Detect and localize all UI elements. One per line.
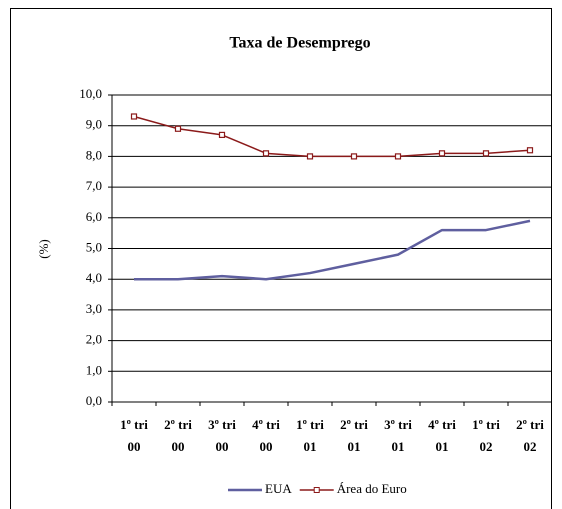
point-marker [306, 153, 314, 160]
y-tick-label: 10,0 [79, 86, 102, 101]
y-tick-label: 1,0 [86, 362, 102, 377]
y-tick-label: 0,0 [86, 393, 102, 408]
x-tick-label: 4º tri 00 [252, 417, 280, 454]
point-marker [394, 153, 402, 160]
x-tick-label-box: 3º tri 00 [208, 417, 236, 454]
legend-marker [313, 487, 320, 493]
line-series [134, 219, 531, 281]
y-tick-label: 8,0 [86, 147, 102, 162]
x-tick-label-box: 1º tri 02 [472, 417, 500, 454]
x-tick-label: 2º tri 01 [340, 417, 368, 454]
y-tick-label: 4,0 [86, 270, 102, 285]
x-tick-label-box: 4º tri 00 [252, 417, 280, 454]
y-axis-label: (%) [36, 239, 51, 259]
x-tick-label-box: 3º tri 01 [384, 417, 412, 454]
point-marker [482, 150, 490, 157]
x-tick-label-box: 2º tri 02 [516, 417, 544, 454]
y-tick-label: 6,0 [86, 209, 102, 224]
chart-title: Taxa de Desemprego [229, 35, 370, 52]
point-marker [218, 131, 226, 139]
point-marker [174, 125, 182, 132]
point-marker [526, 147, 534, 154]
point-marker [438, 150, 446, 157]
y-tick-label: 5,0 [86, 239, 102, 254]
x-tick-label-box: 1º tri 00 [120, 417, 148, 454]
x-tick-label: 1º tri 02 [472, 417, 500, 454]
y-tick-label: 9,0 [86, 117, 102, 132]
line-series [133, 115, 531, 158]
x-tick-label: 4º tri 01 [428, 417, 456, 454]
x-tick-label: 2º tri 00 [164, 417, 192, 454]
y-tick-label: 7,0 [86, 178, 102, 193]
x-tick-label: 2º tri 02 [516, 417, 544, 454]
x-tick-label-box: 2º tri 01 [340, 417, 368, 454]
x-tick-label: 3º tri 01 [384, 417, 412, 454]
legend-label: Área do Euro [337, 481, 407, 496]
x-tick-label: 1º tri 00 [120, 417, 148, 454]
legend-label: EUA [265, 481, 292, 496]
x-tick-label: 1º tri 01 [296, 417, 324, 454]
chart-frame [10, 8, 552, 509]
x-tick-label-box: 4º tri 01 [428, 417, 456, 454]
x-tick-label: 3º tri 00 [208, 417, 236, 454]
point-marker [350, 153, 358, 160]
point-marker [262, 150, 270, 157]
point-marker [130, 113, 138, 120]
y-tick-label: 2,0 [86, 332, 102, 347]
x-tick-label-box: 1º tri 01 [296, 417, 324, 454]
y-tick-label: 3,0 [86, 301, 102, 316]
x-tick-label-box: 2º tri 00 [164, 417, 192, 454]
